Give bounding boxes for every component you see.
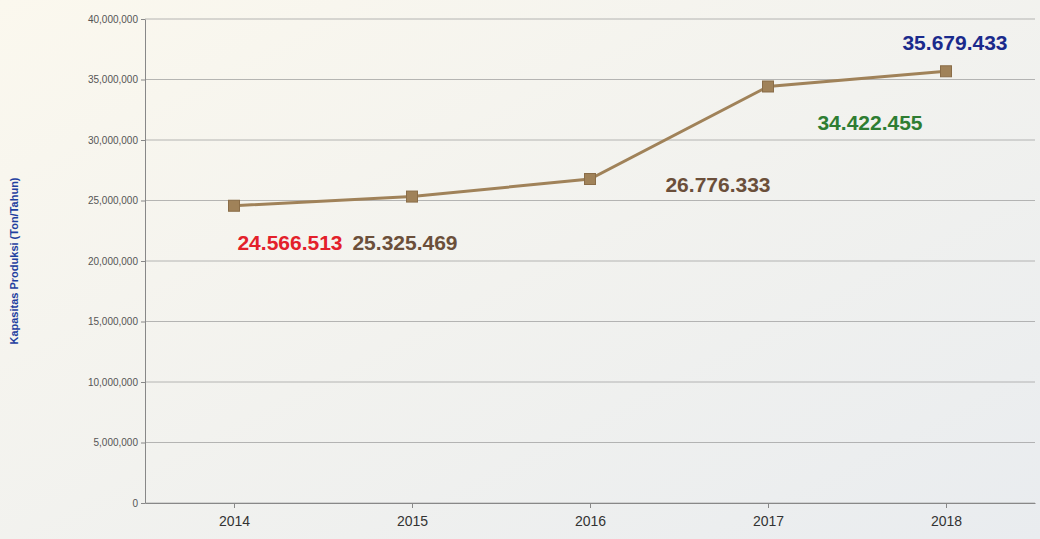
y-tick-mark [141,382,145,383]
marker [229,200,240,211]
y-tick: 35,000,000 [88,74,145,85]
x-tick-label: 2017 [753,513,784,529]
y-tick-label: 40,000,000 [88,14,138,25]
y-tick: 0 [132,498,145,509]
y-tick-mark [141,443,145,444]
grid-line [145,321,1035,322]
y-tick-label: 30,000,000 [88,135,138,146]
y-axis-line [145,20,146,504]
y-tick-mark [141,201,145,202]
x-tick: 2015 [397,503,428,529]
line [234,71,946,205]
chart: 0 5,000,000 10,000,000 15,000,000 20,000,000… [0,0,1040,539]
y-tick: 10,000,000 [88,377,145,388]
x-tick: 2014 [219,503,250,529]
grid-line [145,261,1035,262]
y-tick-label: 35,000,000 [88,74,138,85]
data-labels: 24.566.513 25.325.469 26.776.333 34.422.455… [237,31,1007,253]
x-tick: 2018 [931,503,962,529]
x-tick-mark [590,503,591,508]
marker [763,81,774,92]
y-axis: 0 5,000,000 10,000,000 15,000,000 20,000,000… [88,14,146,509]
y-tick-mark [141,19,145,20]
grid-line [145,79,1035,80]
grid-line [145,442,1035,443]
x-tick-mark [768,503,769,508]
y-tick-mark [141,80,145,81]
marker [585,174,596,185]
x-tick-mark [412,503,413,508]
y-tick: 40,000,000 [88,14,145,25]
x-tick: 2017 [753,503,784,529]
y-tick-mark [141,503,145,504]
y-tick: 20,000,000 [88,256,145,267]
data-label: 34.422.455 [817,111,922,134]
data-label: 25.325.469 [352,231,457,254]
x-tick-label: 2015 [397,513,428,529]
data-label: 26.776.333 [665,173,770,196]
y-tick: 25,000,000 [88,195,145,206]
y-tick: 15,000,000 [88,316,145,327]
grid-line [145,19,1035,20]
y-tick-mark [141,322,145,323]
y-tick-label: 20,000,000 [88,256,138,267]
plot-area [229,66,952,211]
grid-line [145,140,1035,141]
x-tick-label: 2018 [931,513,962,529]
y-axis-title: Kapasitas Produksi (Ton/Tahun) [8,177,20,344]
y-tick: 30,000,000 [88,135,145,146]
y-tick-label: 5,000,000 [94,437,139,448]
data-label: 35.679.433 [902,31,1007,54]
x-tick: 2016 [575,503,606,529]
y-tick-label: 0 [132,498,138,509]
grid [145,19,1035,503]
x-tick-label: 2016 [575,513,606,529]
x-tick-mark [946,503,947,508]
grid-line [145,382,1035,383]
marker [407,191,418,202]
y-tick-mark [141,261,145,262]
y-tick-mark [141,140,145,141]
y-tick: 5,000,000 [94,437,146,448]
y-tick-label: 15,000,000 [88,316,138,327]
y-tick-label: 25,000,000 [88,195,138,206]
background [0,0,1040,539]
x-axis: 2014 2015 2016 2017 2018 [146,503,1036,529]
data-label: 24.566.513 [237,231,342,254]
x-tick-label: 2014 [219,513,250,529]
y-tick-label: 10,000,000 [88,377,138,388]
marker [941,66,952,77]
x-tick-mark [234,503,235,508]
grid-line [145,200,1035,201]
